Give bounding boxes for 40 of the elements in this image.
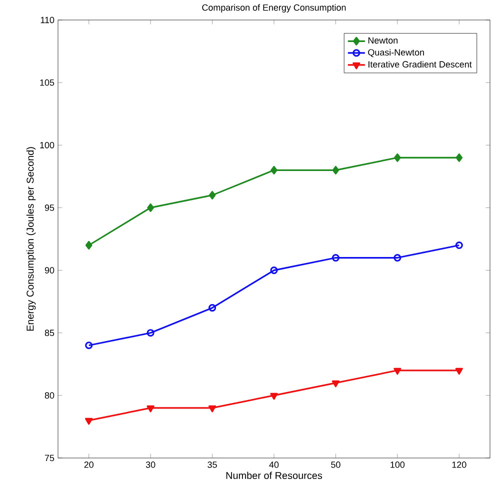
point: [394, 254, 402, 262]
point: [270, 392, 278, 400]
point: [332, 254, 340, 262]
point: [208, 190, 216, 200]
legend-label: Newton: [368, 37, 398, 44]
point: [85, 240, 92, 250]
point: [85, 418, 93, 425]
point: [208, 405, 216, 412]
y-tick-label: 110: [40, 16, 54, 24]
y-tick-label: 100: [40, 142, 54, 148]
x-tick-label: 30: [146, 462, 156, 468]
x-tick-label: 100: [390, 462, 405, 468]
x-tick-label: 120: [452, 462, 466, 468]
y-tick-label: 85: [44, 330, 54, 336]
x-tick-label: 35: [208, 462, 217, 468]
point: [208, 304, 216, 312]
point: [332, 166, 340, 174]
point: [270, 266, 278, 274]
point: [394, 153, 401, 162]
y-tick-label: 75: [44, 454, 54, 462]
chart-title: Comparison of Energy Consumption: [202, 4, 346, 12]
point: [456, 153, 463, 162]
x-tick-label: 20: [84, 462, 94, 468]
x-tick-label: 40: [269, 462, 279, 468]
point: [146, 329, 154, 337]
x-tick-label: 50: [331, 462, 340, 468]
point: [332, 380, 340, 388]
y-tick-label: 105: [40, 79, 54, 86]
x-axis-title: Number of Resources: [226, 472, 322, 480]
y-tick-label: 95: [44, 204, 54, 211]
point: [270, 166, 278, 174]
legend-label: Quasi-Newton: [368, 48, 424, 58]
y-tick-label: 90: [44, 267, 54, 274]
point: [394, 368, 402, 375]
point: [147, 203, 154, 212]
point: [146, 405, 154, 412]
legend-label: Iterative Gradient Descent: [368, 60, 472, 68]
y-tick-label: 80: [44, 392, 54, 399]
point: [455, 368, 463, 375]
y-axis-title: Energy Consumption (Joules per Second): [26, 147, 36, 331]
